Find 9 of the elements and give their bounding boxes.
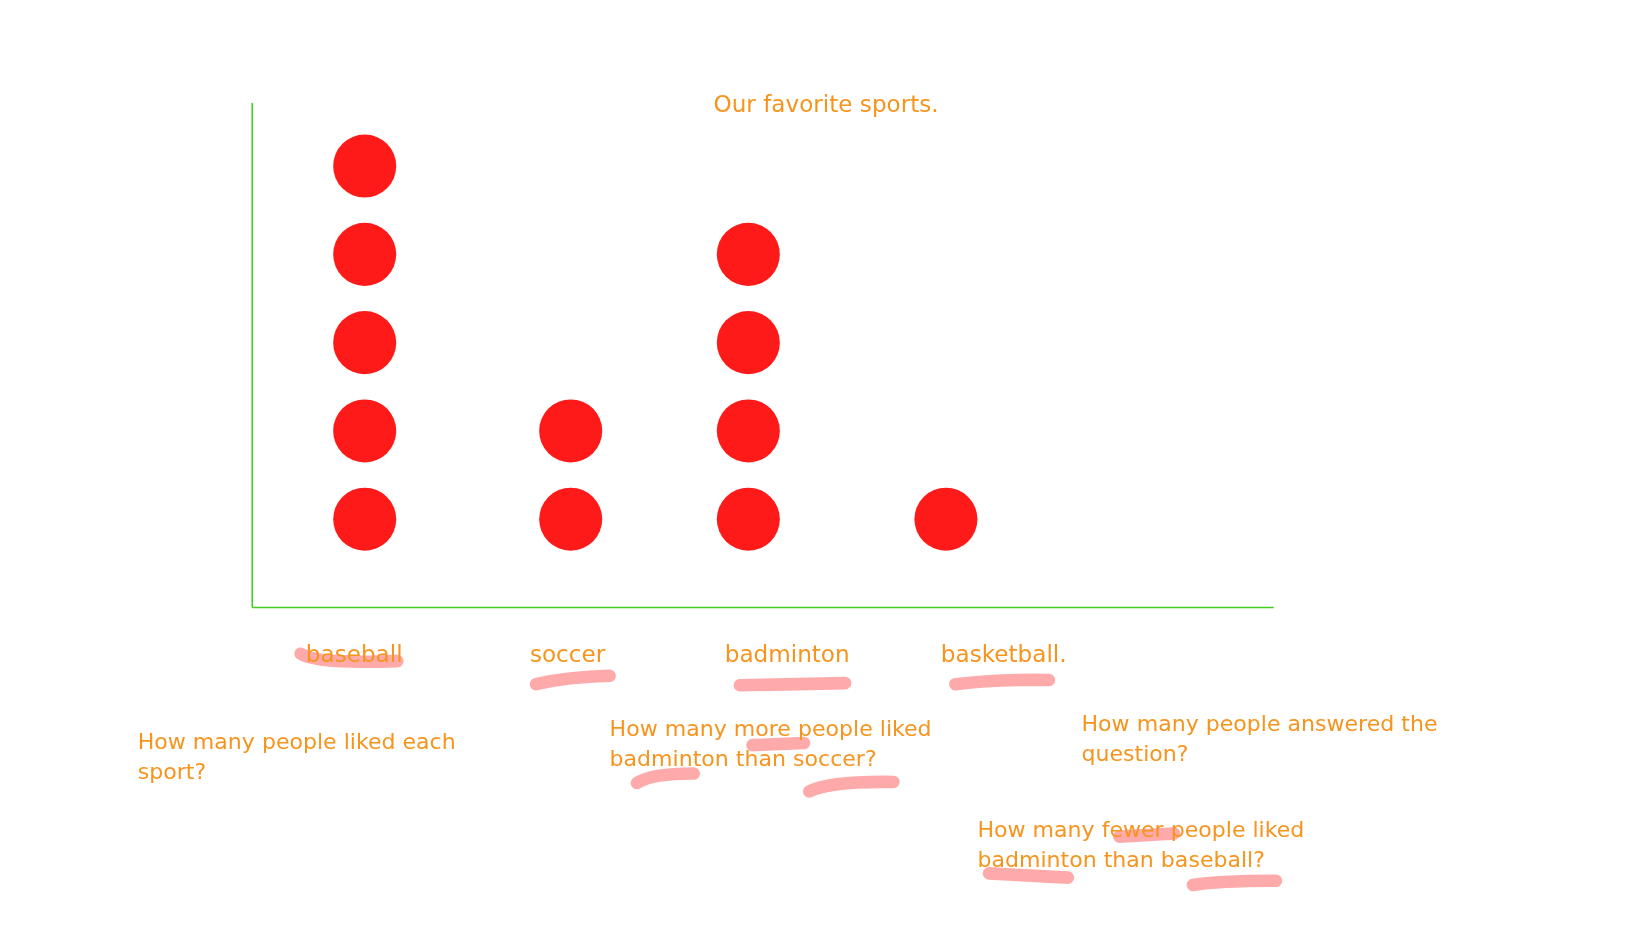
x-tick-label: soccer: [529, 641, 606, 668]
text: How many people liked each sport?: [137, 729, 456, 784]
text: How many people answered the question?: [1081, 711, 1438, 766]
text: How many more people liked badminton than soccer?: [609, 716, 932, 771]
x-tick-label: badminton: [724, 641, 850, 668]
x-tick-label: basketball.: [940, 641, 1067, 668]
x-tick-label: baseball: [305, 641, 403, 668]
text: How many fewer people liked badminton than baseball?: [977, 817, 1305, 872]
chart-title: Our favorite sports.: [713, 90, 939, 117]
